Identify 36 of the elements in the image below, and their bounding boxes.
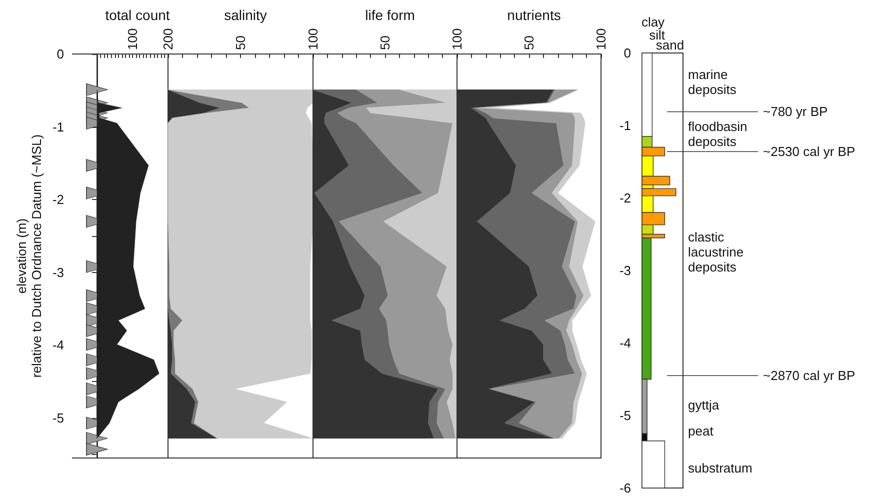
y-tick-label: -3 — [619, 263, 631, 278]
text: substratum — [688, 460, 752, 476]
text: peat — [688, 424, 714, 438]
y-tick-label: -1 — [52, 119, 64, 134]
y-tick-label: -5 — [52, 410, 64, 426]
text: clastic lacustrine deposits — [688, 230, 748, 274]
y-tick-label: 0 — [56, 46, 64, 62]
x-tick-label: 100 — [450, 28, 464, 50]
y-tick-label: -1 — [619, 118, 631, 133]
y-tick-label: -4 — [619, 336, 631, 350]
x-tick-label: 200 — [160, 28, 176, 50]
x-tick-label: 50 — [378, 36, 392, 50]
y-tick-label: -4 — [52, 338, 64, 353]
x-tick-label: 100 — [125, 28, 140, 50]
x-tick-label: 100 — [306, 28, 320, 50]
ref-line-label: ~2530 cal yr BP — [763, 144, 856, 160]
x-tick-label: 50 — [233, 36, 248, 50]
text: floodbasin deposits — [688, 119, 751, 149]
x-tick-label: 50 — [522, 36, 536, 50]
y-tick-label: 0 — [624, 46, 631, 60]
y-tick-label: -3 — [52, 264, 64, 280]
text: marine deposits — [688, 67, 737, 97]
chart-title: total count — [105, 7, 170, 23]
ref-line-label: ~2870 cal yr BP — [763, 368, 856, 384]
chart-title: nutrients — [507, 7, 561, 23]
y-axis-title: elevation (m) relative to Dutch Ordnance Datum (~MSL) — [14, 134, 44, 378]
y-tick-label: -2 — [619, 190, 631, 206]
text: clay — [641, 14, 666, 30]
y-tick-label: -5 — [619, 408, 631, 423]
x-tick-label: 100 — [594, 28, 608, 50]
chart-title: life form — [365, 7, 415, 23]
chart-title: salinity — [224, 7, 267, 23]
ref-line-label: ~780 yr BP — [763, 104, 828, 120]
text: gyttja — [688, 398, 720, 412]
y-tick-label: -6 — [619, 480, 631, 496]
y-tick-label: -2 — [52, 192, 64, 208]
